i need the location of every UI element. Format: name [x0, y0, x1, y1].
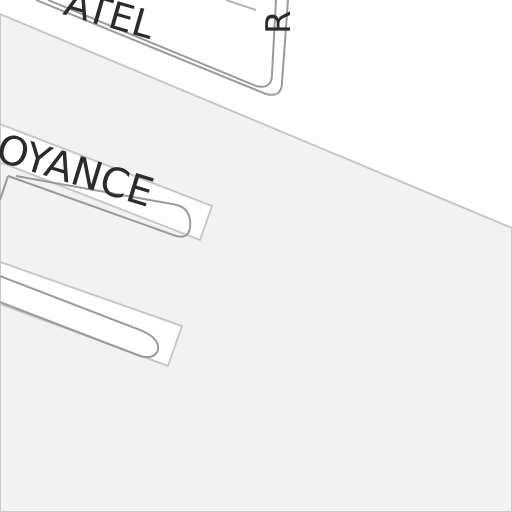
road-lower-casing: [0, 275, 160, 359]
road-middle: [0, 122, 214, 242]
road-top-casing: [47, 0, 277, 88]
road-middle-casing: [7, 175, 192, 238]
street-label-top-vertical: R: [259, 10, 299, 34]
road-top-short: [225, 0, 257, 11]
road-top-outer: [35, 0, 289, 96]
road-lower: [0, 260, 184, 368]
road-middle-link: [0, 175, 9, 201]
land-block: [0, 12, 512, 512]
